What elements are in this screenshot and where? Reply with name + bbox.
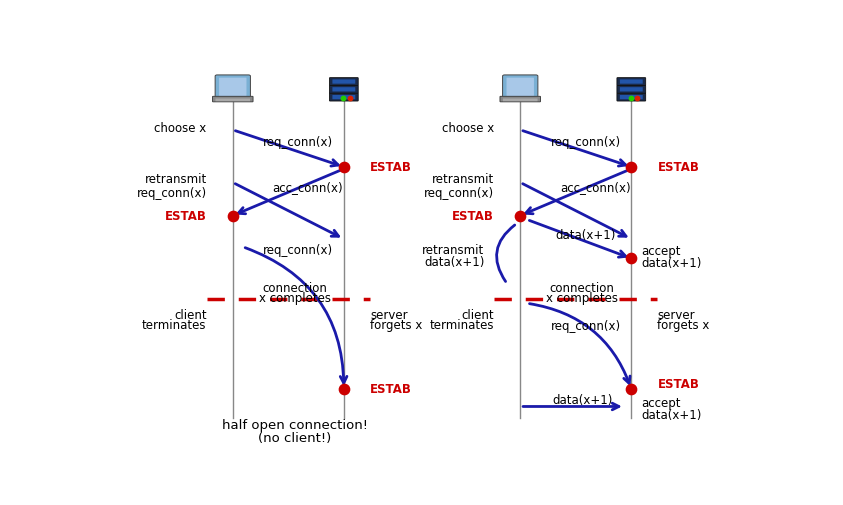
FancyBboxPatch shape: [330, 78, 358, 86]
Text: req_conn(x): req_conn(x): [263, 135, 333, 148]
Text: acc_conn(x): acc_conn(x): [560, 180, 631, 193]
Point: [625, 255, 638, 263]
Text: choose x: choose x: [154, 122, 207, 135]
FancyBboxPatch shape: [212, 97, 253, 103]
Text: ESTAB: ESTAB: [658, 377, 700, 390]
Text: ESTAB: ESTAB: [370, 161, 412, 174]
Text: data(x+1): data(x+1): [642, 257, 701, 269]
Text: terminates: terminates: [430, 319, 494, 331]
Text: req_conn(x): req_conn(x): [137, 186, 207, 199]
Text: server: server: [370, 309, 408, 322]
Point: [337, 385, 351, 393]
Text: accept: accept: [642, 396, 680, 409]
FancyBboxPatch shape: [216, 99, 250, 102]
Text: ESTAB: ESTAB: [452, 210, 494, 223]
Point: [336, 94, 350, 103]
Text: ESTAB: ESTAB: [164, 210, 207, 223]
Text: terminates: terminates: [142, 319, 207, 331]
FancyBboxPatch shape: [620, 88, 642, 92]
Text: retransmit: retransmit: [422, 244, 484, 257]
Text: x completes: x completes: [259, 291, 330, 305]
Point: [343, 94, 357, 103]
Point: [625, 164, 638, 172]
Text: req_conn(x): req_conn(x): [550, 135, 620, 148]
Text: x completes: x completes: [546, 291, 618, 305]
Text: forgets x: forgets x: [658, 319, 710, 331]
Text: client: client: [461, 309, 494, 322]
FancyBboxPatch shape: [332, 88, 355, 92]
FancyBboxPatch shape: [502, 76, 538, 99]
FancyBboxPatch shape: [617, 86, 646, 94]
Text: req_conn(x): req_conn(x): [263, 244, 333, 257]
Text: choose x: choose x: [442, 122, 494, 135]
Text: acc_conn(x): acc_conn(x): [272, 180, 343, 193]
Text: forgets x: forgets x: [370, 319, 422, 331]
Text: half open connection!: half open connection!: [222, 418, 368, 431]
FancyBboxPatch shape: [332, 96, 355, 100]
FancyBboxPatch shape: [620, 96, 642, 100]
Text: ESTAB: ESTAB: [370, 383, 412, 395]
FancyBboxPatch shape: [215, 76, 250, 99]
Point: [513, 212, 527, 220]
Text: connection: connection: [262, 282, 327, 294]
FancyBboxPatch shape: [332, 80, 355, 84]
Text: req_conn(x): req_conn(x): [550, 320, 620, 333]
Point: [226, 212, 239, 220]
Text: server: server: [658, 309, 695, 322]
FancyBboxPatch shape: [330, 86, 358, 94]
Text: retransmit: retransmit: [432, 173, 494, 186]
Text: accept: accept: [642, 244, 680, 258]
Text: req_conn(x): req_conn(x): [424, 186, 494, 199]
Point: [337, 164, 351, 172]
Text: (no client!): (no client!): [258, 431, 331, 444]
Text: data(x+1): data(x+1): [642, 408, 701, 421]
Text: connection: connection: [550, 282, 615, 294]
FancyBboxPatch shape: [500, 97, 540, 103]
FancyBboxPatch shape: [617, 78, 646, 86]
Point: [631, 94, 644, 103]
Text: ESTAB: ESTAB: [658, 161, 700, 174]
Text: data(x+1): data(x+1): [424, 256, 484, 268]
FancyBboxPatch shape: [503, 99, 538, 102]
Text: client: client: [174, 309, 207, 322]
Text: data(x+1): data(x+1): [552, 393, 613, 406]
Point: [625, 385, 638, 393]
FancyBboxPatch shape: [617, 94, 646, 102]
Text: retransmit: retransmit: [144, 173, 207, 186]
Point: [624, 94, 637, 103]
FancyBboxPatch shape: [219, 78, 246, 97]
FancyBboxPatch shape: [330, 94, 358, 102]
FancyBboxPatch shape: [507, 78, 534, 97]
FancyBboxPatch shape: [620, 80, 642, 84]
Text: data(x+1): data(x+1): [556, 228, 615, 241]
